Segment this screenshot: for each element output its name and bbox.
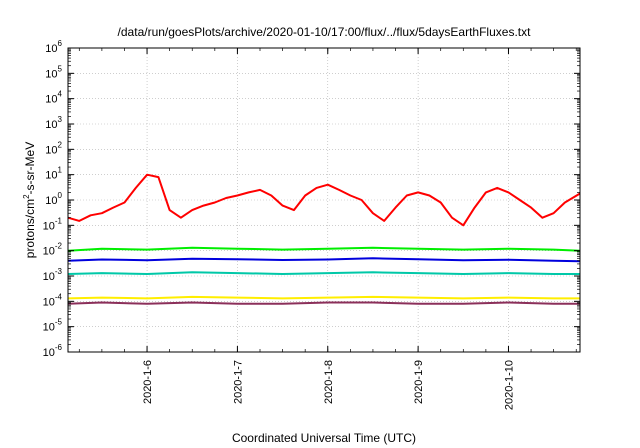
- y-tick-exponent: 6: [58, 39, 63, 48]
- y-tick-label: 10-5: [43, 318, 63, 334]
- y-tick-exponent: -2: [55, 242, 63, 251]
- y-tick-base: 10: [45, 144, 57, 156]
- chart-title: /data/run/goesPlots/archive/2020-01-10/1…: [118, 25, 532, 39]
- y-tick-exponent: -6: [55, 343, 63, 352]
- y-tick-base: 10: [45, 170, 57, 182]
- series-layer: [67, 173, 581, 305]
- y-tick-exponent: 2: [58, 140, 63, 149]
- y-tick-base: 10: [43, 220, 55, 232]
- y-tick-base: 10: [43, 271, 55, 283]
- y-tick-label: 103: [45, 115, 62, 131]
- y-tick-base: 10: [43, 322, 55, 334]
- y-tick-exponent: 3: [58, 115, 63, 124]
- x-tick-label: 2020-1-9: [413, 360, 425, 404]
- y-tick-base: 10: [43, 347, 55, 359]
- y-axis-label-tail: -s-sr-MeV: [23, 142, 37, 195]
- y-tick-label: 10-3: [43, 267, 63, 283]
- y-tick-exponent: -3: [55, 267, 63, 276]
- y-tick-label: 10-2: [43, 242, 63, 258]
- x-tick-label: 2020-1-8: [323, 360, 335, 404]
- x-ticks: 2020-1-6 2020-1-7 2020-1-8 2020-1-9 2020-1-1…: [78, 48, 577, 410]
- series-line-0: [67, 173, 581, 227]
- y-tick-base: 10: [45, 68, 57, 80]
- y-tick-base: 10: [45, 94, 57, 106]
- series-line-5: [67, 301, 580, 305]
- y-tick-base: 10: [45, 43, 57, 55]
- series-line-2: [67, 257, 581, 263]
- y-tick-label: 102: [45, 140, 62, 156]
- y-tick-label: 100: [45, 191, 62, 207]
- y-tick-label: 106: [45, 39, 62, 55]
- y-tick-base: 10: [43, 296, 55, 308]
- series-line-1: [67, 246, 581, 252]
- y-tick-exponent: -4: [55, 292, 63, 301]
- series-line-4: [67, 295, 580, 300]
- x-tick-label: 2020-1-7: [232, 360, 244, 404]
- grid: [68, 48, 580, 352]
- y-tick-base: 10: [43, 246, 55, 258]
- y-tick-exponent: 0: [58, 191, 63, 200]
- x-axis-label: Coordinated Universal Time (UTC): [232, 431, 416, 445]
- y-axis-label-sup: 2: [22, 194, 31, 199]
- y-tick-label: 10-4: [43, 292, 63, 308]
- y-axis-label-main: protons/cm: [23, 199, 37, 258]
- y-tick-exponent: 5: [58, 64, 63, 73]
- y-tick-exponent: -1: [55, 216, 63, 225]
- y-tick-exponent: 4: [58, 90, 63, 99]
- y-tick-label: 10-1: [43, 216, 63, 232]
- x-tick-label: 2020-1-6: [142, 360, 154, 404]
- y-axis-label: protons/cm2-s-sr-MeV: [22, 142, 37, 258]
- x-tick-label: 2020-1-10: [503, 360, 515, 410]
- y-tick-label: 101: [45, 166, 62, 182]
- y-tick-label: 104: [45, 90, 62, 106]
- y-ticks: 10-610-510-410-310-210-11001011021031041…: [43, 39, 580, 359]
- series-line-3: [67, 271, 580, 275]
- y-tick-base: 10: [45, 119, 57, 131]
- y-tick-label: 105: [45, 64, 62, 80]
- y-tick-exponent: 1: [58, 166, 63, 175]
- y-tick-label: 10-6: [43, 343, 63, 359]
- y-tick-exponent: -5: [55, 318, 63, 327]
- y-tick-base: 10: [45, 195, 57, 207]
